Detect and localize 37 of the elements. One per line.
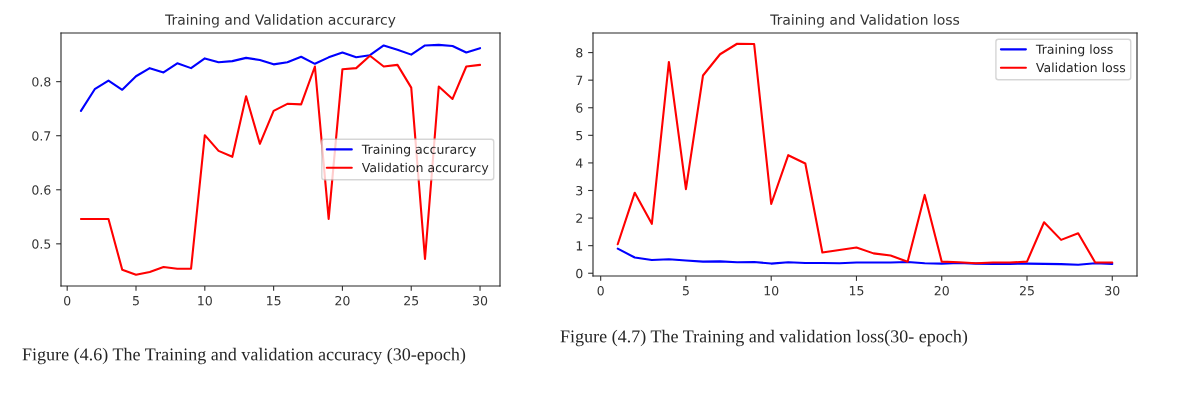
y-tick-label: 0.7	[32, 131, 51, 141]
legend-label: Training loss	[1035, 44, 1113, 57]
x-tick-label: 5	[132, 296, 139, 306]
x-tick-label: 25	[404, 295, 419, 306]
x-tick-label: 0	[597, 285, 604, 296]
x-tick-label: 25	[1019, 285, 1034, 296]
x-tick-label: 15	[267, 296, 281, 306]
x-tick-label: 0	[64, 295, 71, 306]
y-tick-label: 3	[576, 185, 583, 196]
y-tick-label: 2	[576, 213, 583, 223]
y-tick-label: 5	[576, 130, 583, 141]
y-tick-label: 4	[575, 158, 583, 168]
line-series	[616, 247, 1114, 266]
chart-title: Training and Validation accurarcy	[165, 14, 396, 28]
x-tick-label: 15	[849, 286, 864, 296]
x-tick-label: 30	[1105, 285, 1120, 296]
x-tick-label: 20	[335, 295, 350, 306]
y-tick-label: 6	[576, 103, 583, 113]
legend-label: Validation accurarcy	[361, 162, 489, 175]
x-tick-label: 30	[473, 295, 488, 306]
x-tick-label: 20	[934, 285, 949, 296]
text: Figure (4.7) The Training and validation loss(30- epoch)	[560, 329, 968, 347]
y-tick-label: 0.8	[32, 77, 51, 87]
y-tick-label: 0.6	[32, 185, 51, 195]
y-tick-label: 7	[576, 75, 583, 85]
chart-title: Training and Validation loss	[770, 14, 960, 28]
y-tick-label: 1	[576, 241, 583, 251]
x-tick-label: 10	[764, 285, 779, 296]
text: Figure (4.6) The Training and validation accuracy (30-epoch)	[22, 347, 466, 365]
y-tick-label: 8	[576, 48, 583, 58]
y-tick-label: 0.5	[32, 239, 51, 249]
legend-label: Validation loss	[1036, 62, 1126, 73]
y-tick-label: 0	[576, 268, 583, 279]
x-tick-label: 10	[198, 295, 212, 306]
x-tick-label: 5	[682, 286, 689, 296]
legend-label: Training accurarcy	[361, 144, 476, 157]
line-series	[79, 43, 482, 112]
